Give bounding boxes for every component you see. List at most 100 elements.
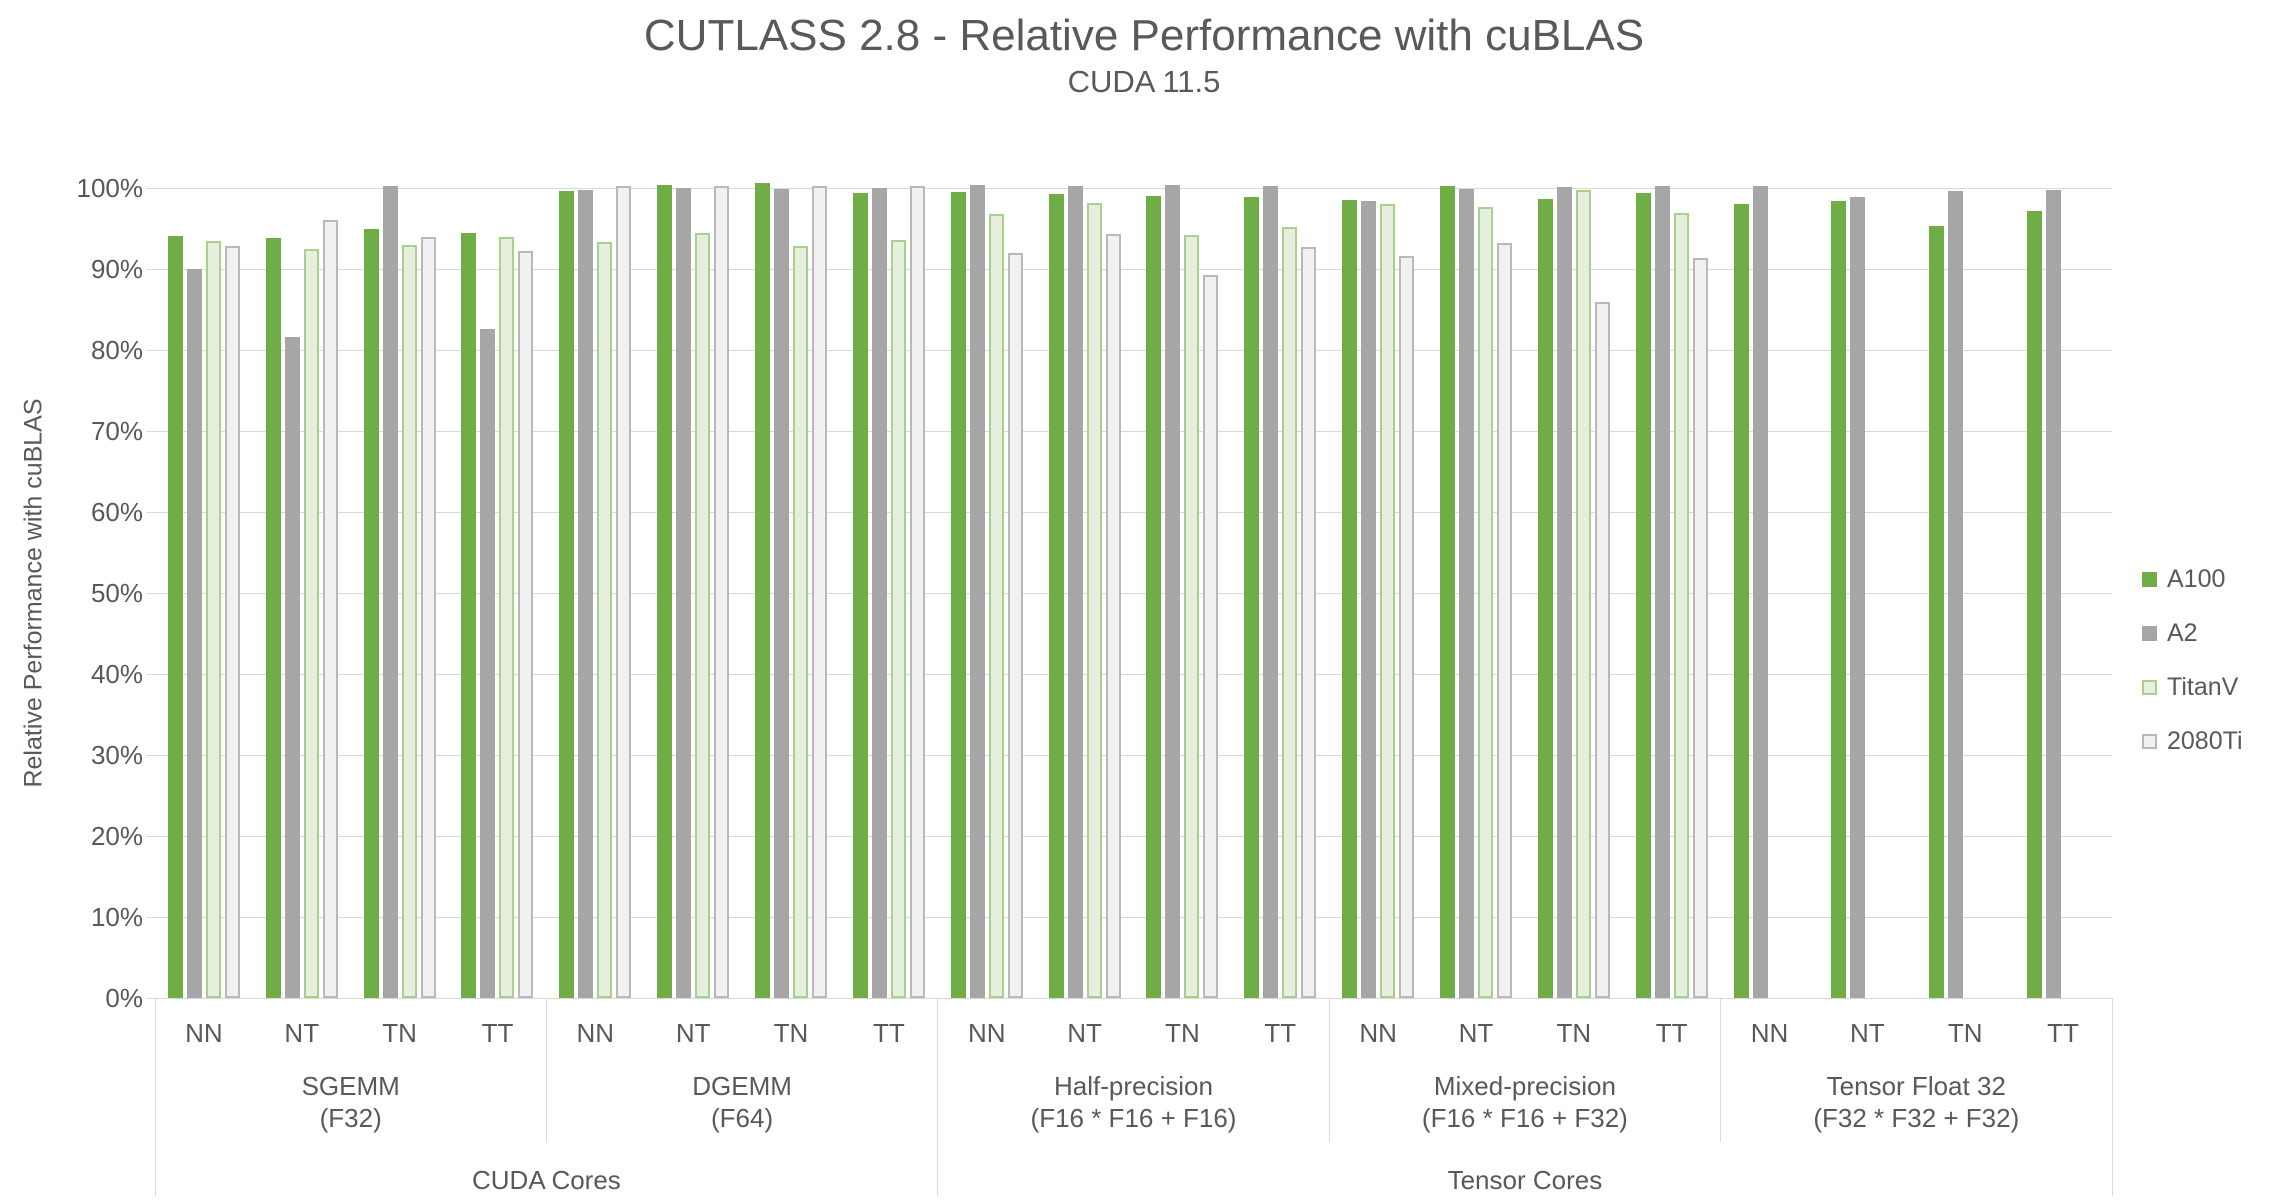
y-tick-label: 40% <box>90 659 143 689</box>
transpose-label-tn: TN <box>382 1018 417 1048</box>
bar-titanv-tt <box>499 237 515 998</box>
y-axis-tick <box>146 754 155 756</box>
bar-2080ti-tt <box>518 251 534 998</box>
x-axis-line <box>155 997 2112 999</box>
bar-a100-nn <box>559 191 575 998</box>
bar-a2-nn <box>578 189 594 998</box>
bar-a2-tn <box>1556 187 1572 998</box>
y-tick-label: 30% <box>90 740 143 770</box>
bar-titanv-nn <box>988 213 1004 998</box>
bar-2080ti-tn <box>420 237 436 998</box>
transpose-label-nt: NT <box>675 1018 711 1048</box>
transpose-label-tt: TT <box>2047 1018 2079 1048</box>
transpose-label-nt: NT <box>1067 1018 1102 1048</box>
legend-label-2080ti: 2080Ti <box>2167 726 2243 755</box>
group-label: Half-precision <box>1054 1071 1213 1101</box>
gridline <box>155 187 2112 189</box>
bar-2080ti-tt <box>1301 247 1317 998</box>
bar-a2-tn <box>1165 184 1181 998</box>
bar-a100-tn <box>1146 196 1162 998</box>
bar-titanv-nn <box>1380 204 1396 998</box>
gridline <box>155 430 2112 432</box>
transpose-label-tt: TT <box>872 1018 905 1048</box>
group-sublabel: (F16 * F16 + F16) <box>1030 1103 1237 1133</box>
transpose-label-tt: TT <box>481 1018 514 1048</box>
bar-a100-nt <box>657 184 673 998</box>
group-sublabel: (F16 * F16 + F32) <box>1421 1103 1628 1133</box>
group-label: Mixed-precision <box>1433 1071 1616 1101</box>
bar-a100-tn <box>363 228 379 998</box>
bar-a2-nn <box>969 184 985 998</box>
legend-swatch-a2 <box>2142 625 2157 641</box>
bar-a100-tn <box>1929 226 1945 998</box>
group-label: DGEMM <box>692 1071 792 1101</box>
y-axis-tick <box>146 592 155 594</box>
bar-a100-nt <box>1048 193 1064 998</box>
bar-titanv-tt <box>1282 226 1298 998</box>
bar-2080ti-tn <box>1203 274 1219 998</box>
legend-label-a100: A100 <box>2167 564 2226 593</box>
bar-2080ti-nt <box>322 219 338 998</box>
core-group-label: Tensor Cores <box>1447 1165 1603 1195</box>
transpose-label-tn: TN <box>773 1018 809 1048</box>
group-sublabel: (F32) <box>319 1103 382 1133</box>
axis-divider <box>2111 998 2113 1196</box>
transpose-label-nt: NT <box>1850 1018 1885 1048</box>
legend-label-a2: A2 <box>2167 618 2198 647</box>
bar-a2-nt <box>1458 188 1474 998</box>
bar-a100-nn <box>1342 200 1358 998</box>
y-tick-label: 70% <box>90 416 143 446</box>
bar-2080ti-nn <box>224 245 240 998</box>
transpose-label-nt: NT <box>284 1018 320 1048</box>
gridline <box>155 511 2112 513</box>
bar-titanv-nt <box>1086 202 1102 998</box>
axis-divider <box>1328 998 1330 1142</box>
transpose-label-nn: NN <box>1750 1018 1789 1048</box>
group-sublabel: (F32 * F32 + F32) <box>1813 1103 2020 1133</box>
bar-a100-nn <box>1733 204 1749 998</box>
group-label: SGEMM <box>301 1071 400 1101</box>
y-tick-label: 60% <box>90 497 143 527</box>
bar-2080ti-tt <box>1692 258 1708 998</box>
bar-2080ti-tt <box>909 186 925 998</box>
y-axis-tick <box>146 835 155 837</box>
legend-item-a100: A100 <box>2142 565 2243 593</box>
bar-a100-tt <box>1635 192 1651 998</box>
bar-a100-nt <box>1439 186 1455 998</box>
bar-titanv-tn <box>1575 189 1591 998</box>
legend-item-a2: A2 <box>2142 619 2243 647</box>
bar-a100-tn <box>1537 199 1553 998</box>
bar-2080ti-nt <box>714 186 730 998</box>
transpose-label-tn: TN <box>1165 1018 1200 1048</box>
y-axis-tick <box>146 916 155 918</box>
bar-a100-nt <box>1831 200 1847 998</box>
bar-titanv-nt <box>695 232 711 998</box>
bar-titanv-nt <box>1477 206 1493 998</box>
bar-a2-tt <box>871 188 887 998</box>
bar-a2-tt <box>1263 186 1279 998</box>
bar-titanv-tn <box>401 244 417 998</box>
chart-title: CUTLASS 2.8 - Relative Performance with … <box>643 11 1645 60</box>
axis-divider <box>154 998 156 1196</box>
legend-swatch-2080ti <box>2142 733 2157 749</box>
y-tick-label: 100% <box>76 173 144 203</box>
transpose-label-tt: TT <box>1655 1018 1688 1048</box>
bar-a2-nt <box>1067 186 1083 998</box>
bar-a100-nn <box>167 235 183 998</box>
transpose-label-nt: NT <box>1458 1018 1494 1048</box>
bar-a100-tt <box>1244 196 1260 998</box>
legend: A100 A2 TitanV 2080Ti <box>2142 565 2243 755</box>
bar-a2-nn <box>1752 186 1768 998</box>
y-tick-label: 90% <box>90 254 143 284</box>
axis-divider <box>1720 998 1722 1142</box>
group-label: Tensor Float 32 <box>1826 1071 2006 1101</box>
bar-a100-tn <box>755 183 771 998</box>
y-axis-tick <box>146 349 155 351</box>
chart-title-block: CUTLASS 2.8 - Relative Performance with … <box>0 10 2288 102</box>
gridline <box>155 916 2112 918</box>
y-axis-tick <box>146 268 155 270</box>
axis-divider <box>545 998 547 1142</box>
core-group-label: CUDA Cores <box>471 1165 621 1195</box>
gridline <box>155 835 2112 837</box>
